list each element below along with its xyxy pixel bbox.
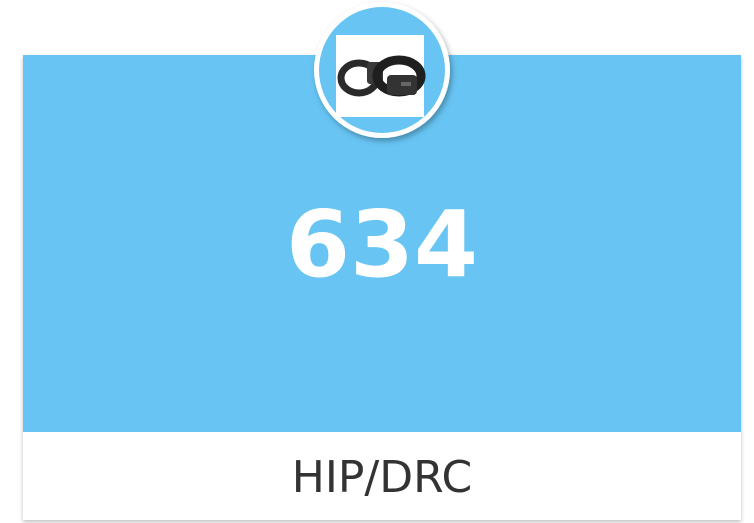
- stat-label: HIP/DRC: [23, 451, 741, 505]
- ankle-monitor-image: [336, 35, 424, 117]
- icon-badge: [309, 0, 459, 148]
- page: {"card": {"value": 634, "label": "HIP/DR…: [0, 0, 754, 523]
- stat-value: 634: [23, 195, 741, 295]
